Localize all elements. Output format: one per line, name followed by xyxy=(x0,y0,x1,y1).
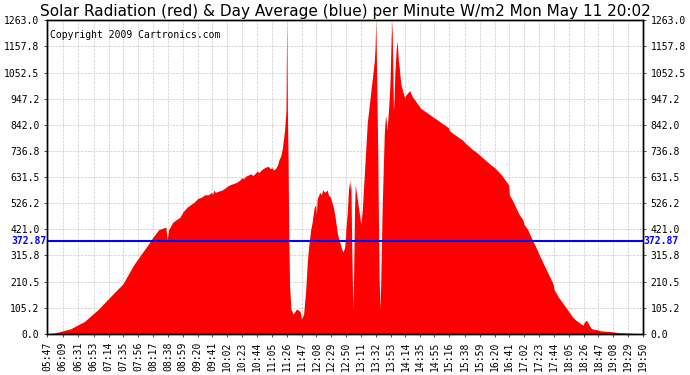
Text: 372.87: 372.87 xyxy=(644,236,679,246)
Text: Copyright 2009 Cartronics.com: Copyright 2009 Cartronics.com xyxy=(50,30,220,40)
Text: 372.87: 372.87 xyxy=(11,236,46,246)
Title: Solar Radiation (red) & Day Average (blue) per Minute W/m2 Mon May 11 20:02: Solar Radiation (red) & Day Average (blu… xyxy=(39,4,651,19)
